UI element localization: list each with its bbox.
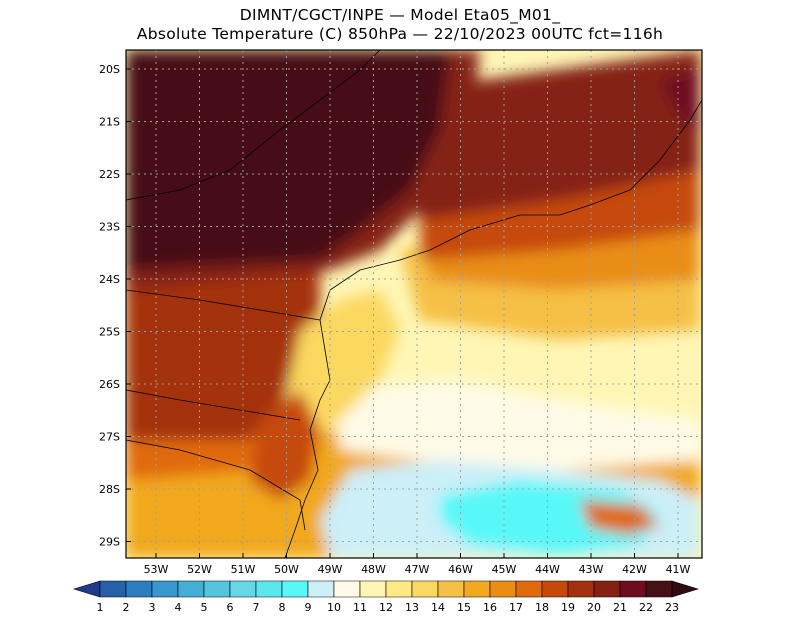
grid-lines [126, 50, 702, 558]
colorbar-swatch [151, 580, 179, 598]
colorbar-swatch [359, 580, 387, 598]
lat-label: 23S [99, 221, 120, 234]
colorbar-label: 17 [509, 601, 523, 614]
lat-label: 24S [99, 273, 120, 286]
lon-label: 46W [448, 563, 473, 576]
colorbar-swatch [72, 580, 101, 598]
lon-label: 49W [318, 563, 343, 576]
lon-label: 51W [231, 563, 256, 576]
colorbar-labels: 1 2 3 4 5 6 7 8 9 10 11 12 13 14 15 16 17 18 19 20 21 22 23 [97, 601, 680, 614]
colorbar-label: 23 [665, 601, 679, 614]
lat-label: 26S [99, 378, 120, 391]
lat-label: 25S [99, 326, 120, 339]
lon-label: 47W [405, 563, 430, 576]
colorbar-label: 12 [379, 601, 393, 614]
colorbar-label: 4 [175, 601, 182, 614]
lon-label: 52W [187, 563, 212, 576]
colorbar-label: 14 [431, 601, 445, 614]
lat-label: 22S [99, 168, 120, 181]
colorbar-swatch [645, 580, 673, 598]
colorbar-label: 19 [561, 601, 575, 614]
lat-label: 28S [99, 483, 120, 496]
colorbar-label: 21 [613, 601, 627, 614]
latitude-labels: 20S 21S 22S 23S 24S 25S 26S 27S 28S 29S [99, 63, 131, 549]
colorbar-swatch [541, 580, 569, 598]
colorbar-swatch [489, 580, 517, 598]
colorbar-label: 5 [201, 601, 208, 614]
colorbar [72, 580, 700, 598]
colorbar-label: 22 [639, 601, 653, 614]
colorbar-label: 7 [253, 601, 260, 614]
lon-label: 43W [579, 563, 604, 576]
colorbar-swatch [593, 580, 621, 598]
colorbar-label: 6 [227, 601, 234, 614]
colorbar-swatch [567, 580, 595, 598]
map-title-line-1: DIMNT/CGCT/INPE — Model Eta05_M01_ [239, 6, 561, 24]
lat-label: 27S [99, 431, 120, 444]
colorbar-label: 1 [97, 601, 104, 614]
coastline-and-borders [126, 50, 702, 558]
colorbar-swatch [385, 580, 413, 598]
colorbar-label: 9 [305, 601, 312, 614]
lat-label: 20S [99, 63, 120, 76]
lat-label: 29S [99, 536, 120, 549]
colorbar-swatch [619, 580, 647, 598]
colorbar-label: 8 [279, 601, 286, 614]
map-frame [125, 49, 703, 559]
lon-label: 41W [666, 563, 691, 576]
colorbar-swatch [515, 580, 543, 598]
colorbar-label: 2 [123, 601, 130, 614]
colorbar-label: 10 [327, 601, 341, 614]
map-title-line-2: Absolute Temperature (C) 850hPa — 22/10/… [136, 25, 664, 43]
lon-label: 45W [492, 563, 517, 576]
colorbar-label: 13 [405, 601, 419, 614]
colorbar-swatch [229, 580, 257, 598]
lon-label: 50W [274, 563, 299, 576]
colorbar-label: 18 [535, 601, 549, 614]
lon-label: 42W [622, 563, 647, 576]
lat-label: 21S [99, 116, 120, 129]
colorbar-swatch [177, 580, 205, 598]
lon-label: 53W [144, 563, 169, 576]
colorbar-swatch [125, 580, 153, 598]
colorbar-label: 20 [587, 601, 601, 614]
colorbar-label: 16 [483, 601, 497, 614]
lon-label: 48W [361, 563, 386, 576]
colorbar-swatch [99, 580, 127, 598]
colorbar-swatch [437, 580, 465, 598]
colorbar-label: 11 [353, 601, 367, 614]
colorbar-swatch [463, 580, 491, 598]
colorbar-swatch [281, 580, 309, 598]
colorbar-swatch [307, 580, 335, 598]
colorbar-swatch [671, 580, 700, 598]
lon-label: 44W [535, 563, 560, 576]
longitude-labels: 53W 52W 51W 50W 49W 48W 47W 46W 45W 44W 43W 42W 41W [144, 553, 691, 576]
colorbar-label: 15 [457, 601, 471, 614]
temperature-field [126, 50, 702, 558]
colorbar-swatch [333, 580, 361, 598]
colorbar-swatch [411, 580, 439, 598]
colorbar-swatch [203, 580, 231, 598]
colorbar-swatch [255, 580, 283, 598]
colorbar-label: 3 [149, 601, 156, 614]
